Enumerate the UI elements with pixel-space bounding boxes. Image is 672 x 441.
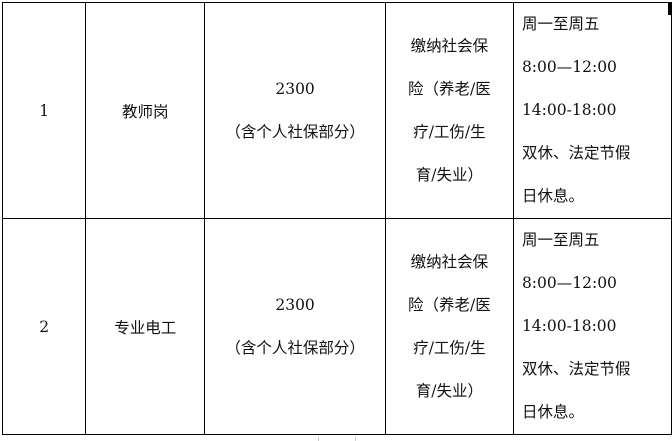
insurance-line: 疗/工伤/生 <box>413 338 486 357</box>
hours-cell: 周一至周五 8:00—12:00 14:00-18:00 双休、法定节假 日休息… <box>512 2 672 219</box>
row-index: 2 <box>1 218 87 435</box>
hours-cell: 周一至周五 8:00—12:00 14:00-18:00 双休、法定节假 日休息… <box>512 218 672 435</box>
insurance-line: 险（养老/医 <box>408 79 491 98</box>
salary-value: 2300 <box>275 79 315 98</box>
salary-note: （含个人社保部分） <box>225 338 365 357</box>
insurance-line: 缴纳社会保 <box>410 252 489 271</box>
hours-line: 双休、法定节假 <box>521 144 631 162</box>
hours-line: 8:00—12:00 <box>521 274 617 292</box>
insurance-line: 缴纳社会保 <box>410 36 489 55</box>
table-row: 1 教师岗 2300 （含个人社保部分） 缴纳社会保 险（养老/医 疗/工伤/生… <box>1 2 672 219</box>
insurance-cell: 缴纳社会保 险（养老/医 疗/工伤/生 育/失业） <box>384 2 514 219</box>
salary-cell: 2300 （含个人社保部分） <box>204 218 386 435</box>
hours-line: 周一至周五 <box>521 231 600 249</box>
hours-line: 日休息。 <box>521 403 584 421</box>
hours-line: 14:00-18:00 <box>521 317 617 335</box>
page-edge-mark <box>318 437 356 441</box>
row-index: 1 <box>1 2 87 219</box>
salary-value: 2300 <box>275 295 315 314</box>
hours-line: 14:00-18:00 <box>521 101 617 119</box>
table-edge-mark <box>668 3 671 15</box>
position-name: 专业电工 <box>85 218 206 435</box>
hours-line: 8:00—12:00 <box>521 58 617 76</box>
salary-cell: 2300 （含个人社保部分） <box>204 2 386 219</box>
hours-line: 周一至周五 <box>521 15 600 33</box>
insurance-line: 育/失业） <box>415 165 484 184</box>
hours-line: 日休息。 <box>521 187 584 205</box>
hours-line: 双休、法定节假 <box>521 360 631 378</box>
salary-note: （含个人社保部分） <box>225 122 365 141</box>
insurance-line: 疗/工伤/生 <box>413 122 486 141</box>
insurance-cell: 缴纳社会保 险（养老/医 疗/工伤/生 育/失业） <box>384 218 514 435</box>
table-row: 2 专业电工 2300 （含个人社保部分） 缴纳社会保 险（养老/医 疗/工伤/… <box>1 218 672 435</box>
insurance-line: 险（养老/医 <box>408 295 491 314</box>
position-name: 教师岗 <box>85 2 206 219</box>
insurance-line: 育/失业） <box>415 381 484 400</box>
